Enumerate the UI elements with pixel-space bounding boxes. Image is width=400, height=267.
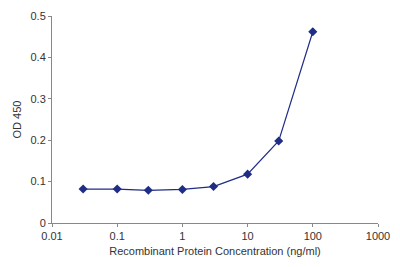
svg-text:0.4: 0.4 [31,51,46,63]
svg-text:0.1: 0.1 [31,175,46,187]
svg-text:0.1: 0.1 [110,230,125,242]
svg-text:1000: 1000 [366,230,390,242]
svg-text:10: 10 [241,230,253,242]
svg-text:100: 100 [304,230,322,242]
svg-text:0.01: 0.01 [41,230,62,242]
svg-text:0: 0 [40,217,46,229]
svg-text:0.2: 0.2 [31,134,46,146]
svg-text:0.5: 0.5 [31,10,46,22]
svg-text:0.3: 0.3 [31,93,46,105]
svg-text:OD 450: OD 450 [11,101,23,139]
svg-text:Recombinant Protein Concentrat: Recombinant Protein Concentration (ng/ml… [109,245,321,257]
svg-text:1: 1 [179,230,185,242]
